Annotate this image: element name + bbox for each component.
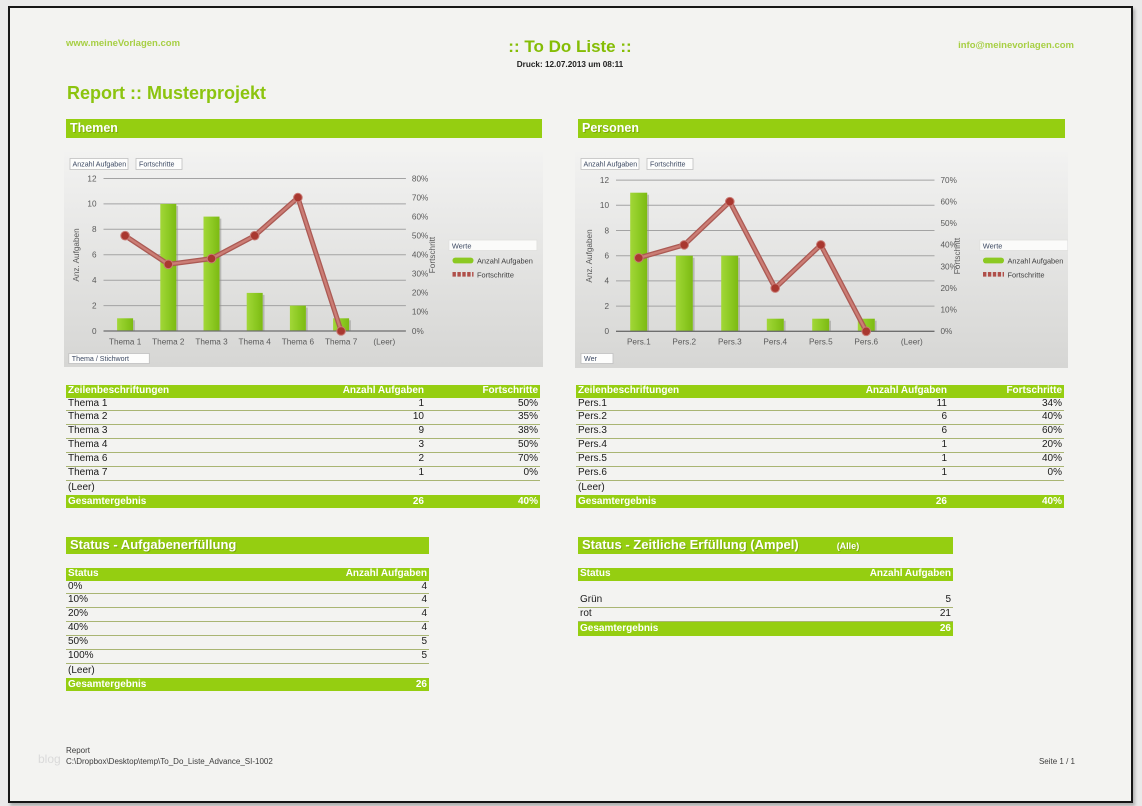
- svg-text:0%: 0%: [412, 327, 424, 336]
- svg-text:Thema 3: Thema 3: [195, 338, 228, 347]
- svg-text:12: 12: [600, 176, 610, 185]
- svg-text:Anzahl Aufgaben: Anzahl Aufgaben: [1008, 257, 1064, 266]
- svg-text:20%: 20%: [941, 284, 957, 293]
- svg-text:Fortschritte: Fortschritte: [650, 160, 686, 168]
- svg-text:50%: 50%: [941, 219, 957, 228]
- svg-text:0%: 0%: [941, 327, 953, 336]
- svg-text:50%: 50%: [412, 232, 428, 241]
- svg-text:Wer: Wer: [584, 355, 598, 363]
- svg-text:Thema 7: Thema 7: [325, 338, 358, 347]
- svg-text:60%: 60%: [412, 212, 428, 221]
- svg-text:Anzahl Aufgaben: Anzahl Aufgaben: [477, 257, 533, 266]
- svg-text:Thema 6: Thema 6: [282, 338, 315, 347]
- svg-text:Pers.5: Pers.5: [809, 338, 833, 347]
- svg-text:Werte: Werte: [452, 241, 472, 250]
- svg-text:12: 12: [87, 174, 97, 183]
- svg-text:4: 4: [92, 276, 97, 285]
- svg-text:Thema 2: Thema 2: [152, 338, 185, 347]
- svg-text:Pers.4: Pers.4: [763, 338, 787, 347]
- svg-text:40%: 40%: [941, 241, 957, 250]
- svg-text:Anzahl Aufgaben: Anzahl Aufgaben: [73, 160, 127, 168]
- svg-text:Fortschritte: Fortschritte: [1008, 270, 1045, 279]
- svg-text:Anz. Aufgaben: Anz. Aufgaben: [585, 229, 594, 283]
- svg-text:Thema 1: Thema 1: [109, 338, 142, 347]
- svg-text:70%: 70%: [412, 193, 428, 202]
- svg-text:(Leer): (Leer): [373, 338, 395, 347]
- svg-text:Fortschritt: Fortschritt: [953, 237, 962, 274]
- svg-text:Fortschritte: Fortschritte: [477, 270, 514, 279]
- svg-text:Fortschritt: Fortschritt: [428, 236, 437, 273]
- svg-text:Pers.1: Pers.1: [627, 338, 651, 347]
- svg-text:2: 2: [92, 301, 97, 310]
- svg-text:Pers.2: Pers.2: [672, 338, 696, 347]
- svg-text:Fortschritte: Fortschritte: [139, 160, 175, 168]
- svg-text:0: 0: [92, 327, 97, 336]
- svg-text:30%: 30%: [941, 262, 957, 271]
- svg-text:80%: 80%: [412, 174, 428, 183]
- svg-text:10%: 10%: [941, 306, 957, 315]
- svg-text:Pers.3: Pers.3: [718, 338, 742, 347]
- svg-text:10: 10: [600, 201, 610, 210]
- svg-text:10: 10: [87, 200, 97, 209]
- svg-text:6: 6: [604, 252, 609, 261]
- svg-text:70%: 70%: [941, 176, 957, 185]
- svg-text:2: 2: [604, 302, 609, 311]
- svg-text:Anzahl Aufgaben: Anzahl Aufgaben: [584, 160, 638, 168]
- svg-text:Anz. Aufgaben: Anz. Aufgaben: [72, 228, 81, 282]
- svg-text:8: 8: [604, 226, 609, 235]
- svg-text:6: 6: [92, 251, 97, 260]
- svg-text:Thema 4: Thema 4: [239, 338, 272, 347]
- svg-text:0: 0: [604, 327, 609, 336]
- svg-text:40%: 40%: [412, 251, 428, 260]
- svg-text:30%: 30%: [412, 270, 428, 279]
- svg-text:4: 4: [604, 277, 609, 286]
- svg-text:8: 8: [92, 225, 97, 234]
- svg-text:10%: 10%: [412, 308, 428, 317]
- svg-text:Werte: Werte: [983, 241, 1003, 250]
- svg-text:Pers.6: Pers.6: [854, 338, 878, 347]
- svg-text:60%: 60%: [941, 198, 957, 207]
- svg-text:Thema / Stichwort: Thema / Stichwort: [72, 355, 129, 363]
- svg-text:20%: 20%: [412, 289, 428, 298]
- svg-text:(Leer): (Leer): [901, 338, 923, 347]
